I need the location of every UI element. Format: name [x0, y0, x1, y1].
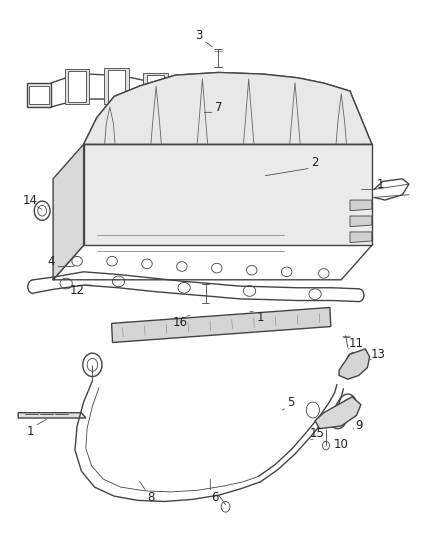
Text: 6: 6 — [211, 491, 219, 504]
Text: 3: 3 — [196, 29, 203, 42]
Polygon shape — [339, 349, 370, 379]
Polygon shape — [350, 232, 372, 243]
Polygon shape — [112, 308, 331, 343]
Polygon shape — [315, 397, 361, 429]
Text: 16: 16 — [172, 316, 187, 329]
Text: 11: 11 — [349, 337, 364, 350]
Polygon shape — [350, 200, 372, 211]
Text: 4: 4 — [47, 255, 55, 268]
Text: 1: 1 — [257, 311, 264, 324]
Text: 8: 8 — [148, 491, 155, 504]
Text: 13: 13 — [371, 348, 386, 361]
Polygon shape — [144, 73, 168, 110]
Polygon shape — [350, 216, 372, 227]
Text: 10: 10 — [334, 438, 349, 451]
Polygon shape — [18, 413, 86, 418]
Polygon shape — [27, 83, 51, 107]
Polygon shape — [65, 69, 89, 104]
Polygon shape — [53, 144, 84, 280]
Text: 1: 1 — [27, 425, 34, 438]
Text: 2: 2 — [311, 156, 319, 169]
Polygon shape — [84, 72, 372, 144]
Text: 5: 5 — [287, 395, 295, 409]
Polygon shape — [147, 75, 164, 107]
Text: 1: 1 — [377, 177, 384, 191]
Polygon shape — [104, 68, 129, 104]
Text: 12: 12 — [70, 284, 85, 297]
Text: 7: 7 — [215, 101, 223, 114]
Polygon shape — [84, 144, 372, 245]
Text: 9: 9 — [355, 419, 363, 432]
Text: 14: 14 — [23, 193, 38, 207]
Polygon shape — [215, 83, 245, 104]
Polygon shape — [29, 86, 49, 104]
Polygon shape — [68, 71, 86, 102]
Polygon shape — [108, 70, 125, 102]
Text: 15: 15 — [310, 427, 325, 440]
